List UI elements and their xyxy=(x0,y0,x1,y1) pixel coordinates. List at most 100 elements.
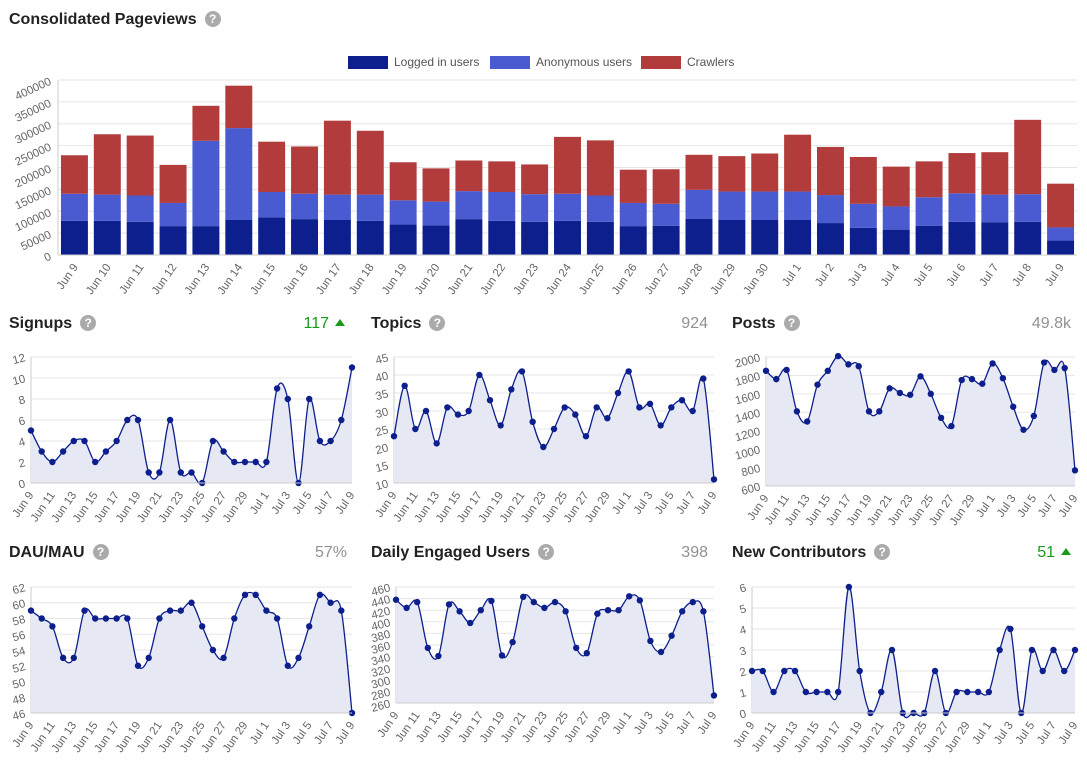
data-point xyxy=(241,591,249,599)
y-tick-label: 420 xyxy=(370,606,392,623)
x-tick-label: Jul 5 xyxy=(1015,493,1039,520)
data-point xyxy=(220,654,227,662)
data-point xyxy=(689,598,696,606)
data-point xyxy=(700,608,707,615)
data-point xyxy=(626,593,633,600)
data-point xyxy=(834,352,842,360)
x-tick-label: Jul 5 xyxy=(291,720,315,747)
bar-anonymous-users xyxy=(718,191,746,220)
data-point xyxy=(614,389,622,397)
data-point xyxy=(509,638,516,646)
x-tick-label: Jun 19 xyxy=(380,262,410,297)
posts-metric: 49.8k xyxy=(1031,315,1071,332)
bar-crawlers xyxy=(816,146,844,196)
bar-logged-in-users xyxy=(915,225,943,255)
bar-crawlers xyxy=(488,161,516,192)
data-point xyxy=(668,632,675,639)
data-point xyxy=(27,607,35,614)
bar-logged-in-users xyxy=(882,229,910,255)
data-point xyxy=(593,404,600,411)
y-tick-label: 6 xyxy=(17,415,26,428)
data-point xyxy=(710,692,718,699)
bar-crawlers xyxy=(225,85,253,129)
data-point xyxy=(845,583,853,591)
data-point xyxy=(530,598,537,606)
bar-logged-in-users xyxy=(849,227,877,255)
legend-label: Anonymous users xyxy=(536,55,632,69)
y-tick-label: 50000 xyxy=(19,229,53,253)
data-point xyxy=(422,407,430,415)
bar-logged-in-users xyxy=(159,226,187,255)
y-tick-label: 260 xyxy=(370,698,392,715)
bar-crawlers xyxy=(389,162,417,201)
data-point xyxy=(392,596,400,603)
data-point xyxy=(927,390,934,398)
data-point xyxy=(488,597,495,605)
help-icon[interactable]: ? xyxy=(80,315,97,331)
x-tick-label: Jun 21 xyxy=(446,262,476,297)
data-point xyxy=(81,607,88,614)
data-point xyxy=(498,652,506,659)
x-tick-label: Jul 3 xyxy=(846,262,870,289)
bar-anonymous-users xyxy=(258,192,286,218)
help-icon[interactable]: ? xyxy=(429,315,446,331)
bar-logged-in-users xyxy=(126,221,154,255)
help-icon[interactable]: ? xyxy=(783,315,800,331)
data-point xyxy=(668,404,675,411)
bar-anonymous-users xyxy=(849,203,877,228)
panel-title-posts: Posts? xyxy=(732,315,800,333)
y-tick-label: 0 xyxy=(738,708,747,721)
series-area xyxy=(752,586,1075,718)
data-point xyxy=(657,648,665,656)
data-point xyxy=(845,361,852,368)
data-point xyxy=(273,615,281,622)
data-point xyxy=(1030,412,1038,420)
data-point xyxy=(948,422,955,430)
bar-logged-in-users xyxy=(1047,240,1075,255)
y-tick-label: 1400 xyxy=(734,408,762,426)
data-point xyxy=(896,389,904,397)
bar-crawlers xyxy=(619,169,647,203)
data-point xyxy=(583,649,590,657)
data-point xyxy=(59,448,67,455)
signups-metric: 117 xyxy=(303,315,345,333)
y-tick-label: 800 xyxy=(740,463,762,480)
data-point xyxy=(1040,359,1048,366)
y-tick-label: 1600 xyxy=(734,389,762,407)
y-tick-label: 52 xyxy=(11,661,26,676)
data-point xyxy=(679,608,686,615)
bar-crawlers xyxy=(159,164,187,203)
data-point xyxy=(199,623,206,630)
data-point xyxy=(209,646,217,654)
data-point xyxy=(59,654,67,662)
x-tick-label: Jul 7 xyxy=(674,710,698,737)
bar-logged-in-users xyxy=(323,220,351,255)
data-point xyxy=(996,646,1003,654)
data-point xyxy=(156,615,163,622)
data-point xyxy=(572,411,579,418)
x-tick-label: Jul 5 xyxy=(653,490,677,517)
bar-logged-in-users xyxy=(948,221,976,255)
bar-logged-in-users xyxy=(455,219,483,255)
bar-logged-in-users xyxy=(619,226,647,255)
y-tick-label: 58 xyxy=(11,614,26,629)
data-point xyxy=(295,654,302,662)
data-point xyxy=(802,688,810,696)
series-area xyxy=(394,370,714,483)
data-point xyxy=(804,418,811,425)
y-tick-label: 6 xyxy=(738,582,747,595)
bar-logged-in-users xyxy=(291,219,319,255)
bar-crawlers xyxy=(521,164,549,195)
bar-anonymous-users xyxy=(685,189,713,219)
bar-logged-in-users xyxy=(652,225,680,255)
y-tick-label: 62 xyxy=(11,582,26,597)
data-point xyxy=(166,416,174,424)
help-icon[interactable]: ? xyxy=(874,544,891,560)
help-icon[interactable]: ? xyxy=(538,544,555,560)
bar-logged-in-users xyxy=(751,220,779,255)
data-point xyxy=(390,433,398,440)
help-icon[interactable]: ? xyxy=(204,11,221,27)
help-icon[interactable]: ? xyxy=(92,544,109,560)
data-point xyxy=(1071,646,1079,654)
